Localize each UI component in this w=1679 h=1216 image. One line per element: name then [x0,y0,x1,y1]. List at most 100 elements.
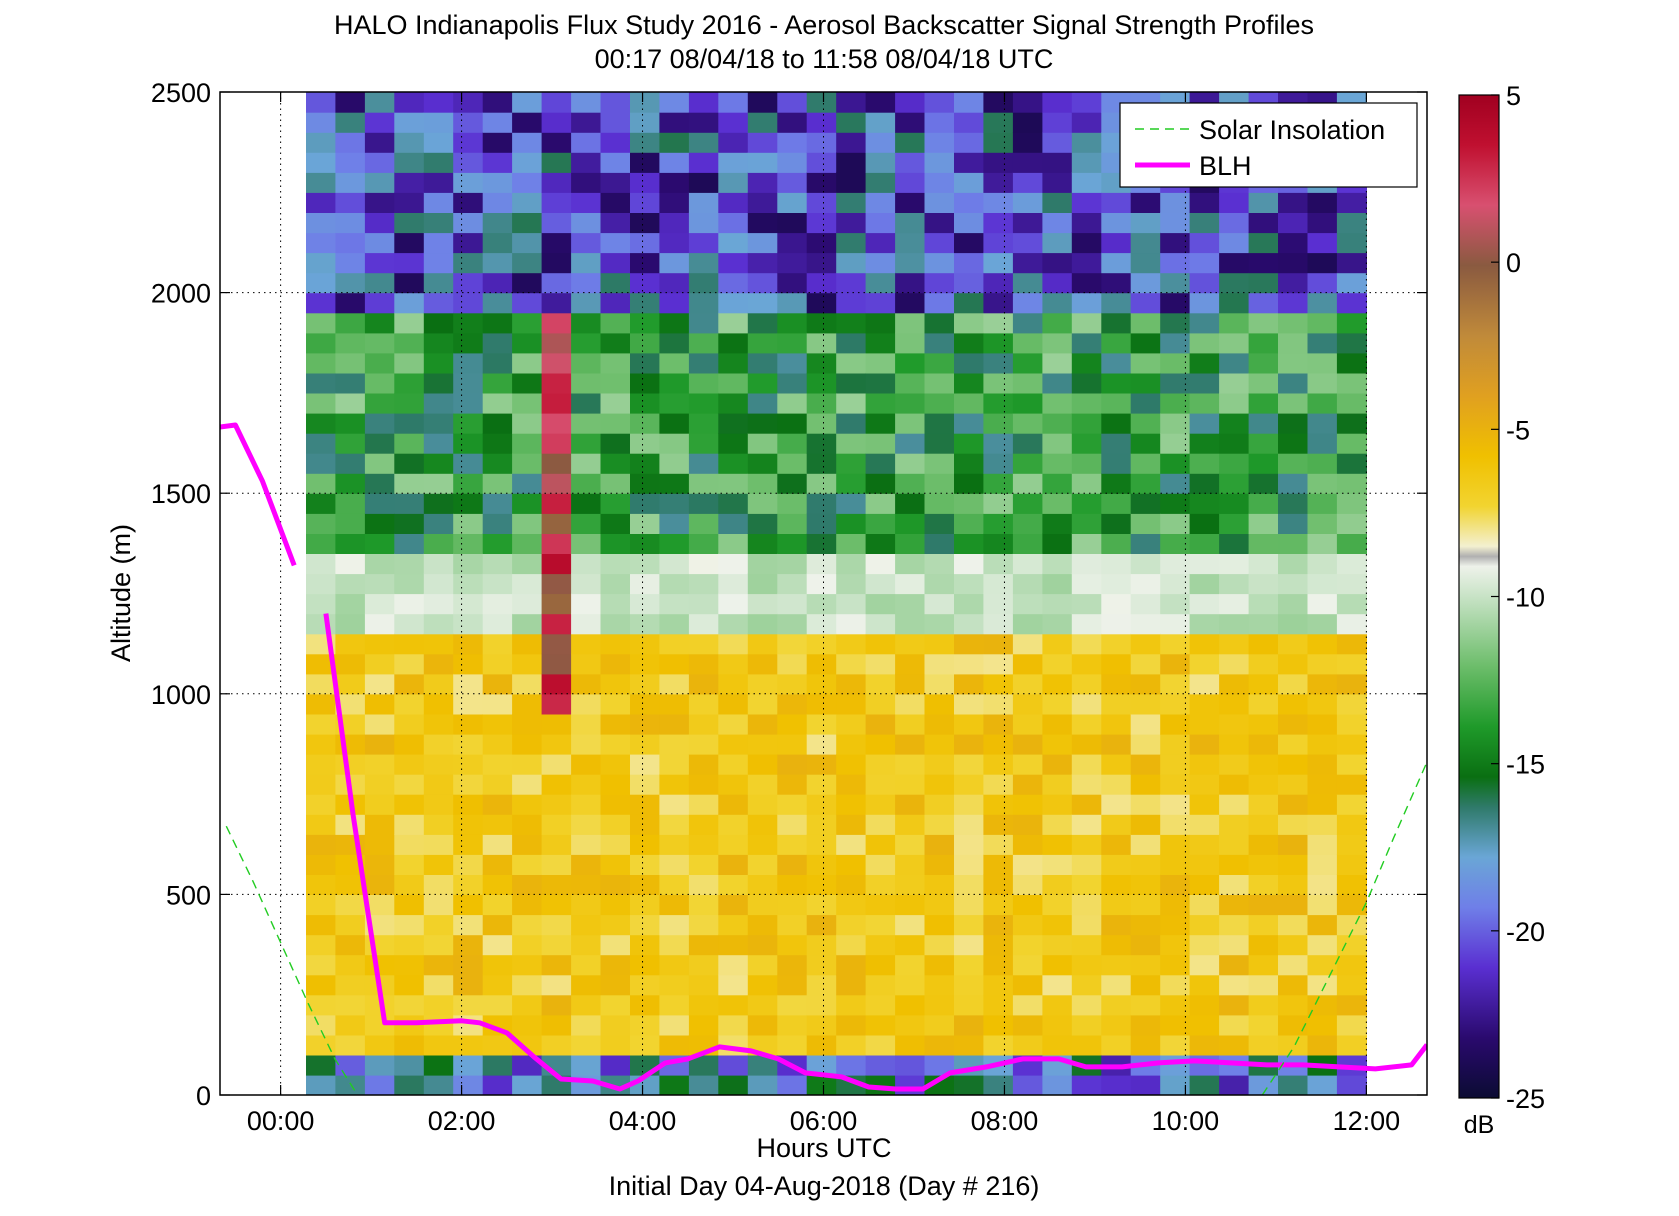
heatmap-cell [512,252,543,274]
heatmap-cell [600,1034,631,1056]
heatmap-cell [806,473,837,494]
heatmap-cell [1278,794,1309,815]
heatmap-cell [1307,834,1338,855]
heatmap-cell [394,252,425,274]
heatmap-cell [306,693,337,715]
heatmap-cell [1042,312,1073,334]
heatmap-cell [1012,954,1043,976]
heatmap-cell [777,874,808,895]
heatmap-cell [1219,312,1250,334]
heatmap-cell [806,392,837,414]
heatmap-cell [1278,633,1309,655]
heatmap-cell [836,413,867,434]
heatmap-cell [630,1014,661,1036]
heatmap-cell [924,312,955,334]
heatmap-cell [453,914,484,936]
heatmap-cell [1042,974,1073,996]
heatmap-cell [718,473,749,494]
heatmap-cell [482,573,513,595]
heatmap-cell [394,733,425,755]
heatmap-cell [364,573,395,595]
heatmap-cell [954,954,985,976]
heatmap-cell [630,613,661,635]
x-tick-label: 10:00 [1152,1106,1220,1136]
heatmap-cell [983,593,1014,615]
colorbar-tick-label: -15 [1506,750,1545,780]
heatmap-cell [747,1054,778,1076]
heatmap-cell [659,774,690,795]
heatmap-cell [806,132,837,153]
heatmap-cell [1130,433,1161,454]
heatmap-cell [1101,372,1132,394]
heatmap-cell [1160,593,1191,615]
heatmap-cell [364,372,395,394]
heatmap-cell [1042,513,1073,534]
heatmap-cell [600,713,631,735]
heatmap-cell [806,774,837,795]
heatmap-cell [806,1054,837,1076]
heatmap-cell [1219,212,1250,234]
heatmap-cell [482,352,513,374]
heatmap-cell [394,1074,425,1095]
heatmap-cell [777,312,808,334]
heatmap-cell [1012,493,1043,514]
heatmap-cell [541,513,572,534]
heatmap-cell [718,413,749,434]
heatmap-cell [747,653,778,675]
heatmap-cell [718,252,749,274]
heatmap-cell [512,212,543,234]
heatmap-cell [1042,132,1073,153]
heatmap-cell [335,92,366,113]
heatmap-cell [924,112,955,133]
heatmap-cell [747,433,778,454]
heatmap-cell [1160,733,1191,755]
heatmap-cell [571,633,602,655]
heatmap-cell [541,754,572,775]
heatmap-cell [423,894,454,916]
heatmap-cell [688,192,719,213]
heatmap-cell [394,152,425,173]
y-tick-label: 1500 [151,479,211,509]
heatmap-cell [541,693,572,715]
heatmap-cell [335,433,366,454]
heatmap-cell [1130,774,1161,795]
heatmap-cell [1160,794,1191,815]
heatmap-cell [836,914,867,936]
heatmap-cell [954,533,985,554]
heatmap-cell [659,934,690,956]
heatmap-cell [865,513,896,534]
heatmap-cell [688,553,719,575]
heatmap-cell [482,413,513,434]
heatmap-cell [512,533,543,554]
heatmap-cell [482,553,513,575]
heatmap-cell [630,252,661,274]
heatmap-cell [394,413,425,434]
heatmap-cell [1248,593,1279,615]
heatmap-cell [806,92,837,113]
heatmap-cell [630,112,661,133]
heatmap-cell [482,653,513,675]
heatmap-cell [895,633,926,655]
heatmap-cell [1071,272,1102,294]
heatmap-cell [1160,934,1191,956]
heatmap-cell [1307,854,1338,875]
heatmap-cell [1189,493,1220,514]
heatmap-cell [924,252,955,274]
heatmap-cell [954,994,985,1016]
heatmap-cell [423,392,454,414]
heatmap-cell [423,192,454,213]
heatmap-cell [335,372,366,394]
heatmap-cell [1189,774,1220,795]
heatmap-cell [1071,633,1102,655]
heatmap-cell [1219,1014,1250,1036]
heatmap-cell [688,934,719,956]
heatmap-cell [954,433,985,454]
heatmap-cell [306,573,337,595]
heatmap-cell [541,914,572,936]
heatmap-cell [1042,372,1073,394]
heatmap-cell [571,653,602,675]
heatmap-cell [836,152,867,173]
heatmap-cell [688,954,719,976]
heatmap-cell [1071,232,1102,254]
heatmap-cell [423,132,454,153]
